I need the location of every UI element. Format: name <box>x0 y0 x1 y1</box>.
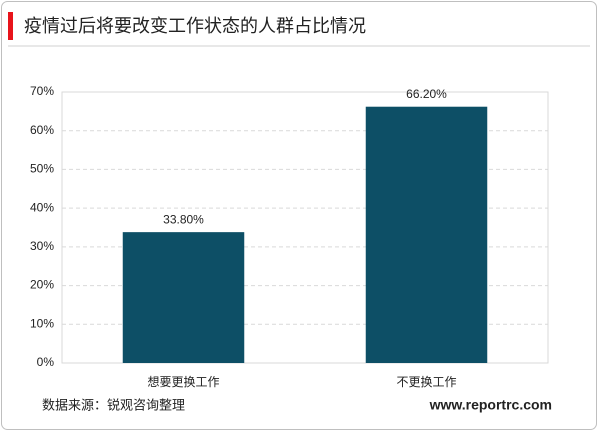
title-accent <box>8 12 13 40</box>
y-tick-label: 50% <box>30 162 54 176</box>
x-tick-label: 不更换工作 <box>396 375 456 389</box>
source: 数据来源：锐观咨询整理 <box>42 397 185 412</box>
chart-title: 疫情过后将要改变工作状态的人群占比情况 <box>24 16 366 36</box>
data-label: 33.80% <box>163 212 204 226</box>
y-tick-label: 70% <box>30 84 54 98</box>
bar <box>122 232 245 363</box>
plot-area <box>61 91 549 364</box>
x-tick-label: 想要更换工作 <box>147 374 219 389</box>
y-tick-label: 40% <box>30 200 54 214</box>
y-tick-label: 20% <box>30 278 54 292</box>
y-tick-label: 0% <box>37 355 55 369</box>
y-tick-label: 10% <box>30 316 54 330</box>
data-label: 66.20% <box>406 87 447 101</box>
y-tick-label: 30% <box>30 239 54 253</box>
y-tick-label: 60% <box>30 123 54 137</box>
bar <box>365 106 488 363</box>
website: www.reportrc.com <box>429 397 552 413</box>
